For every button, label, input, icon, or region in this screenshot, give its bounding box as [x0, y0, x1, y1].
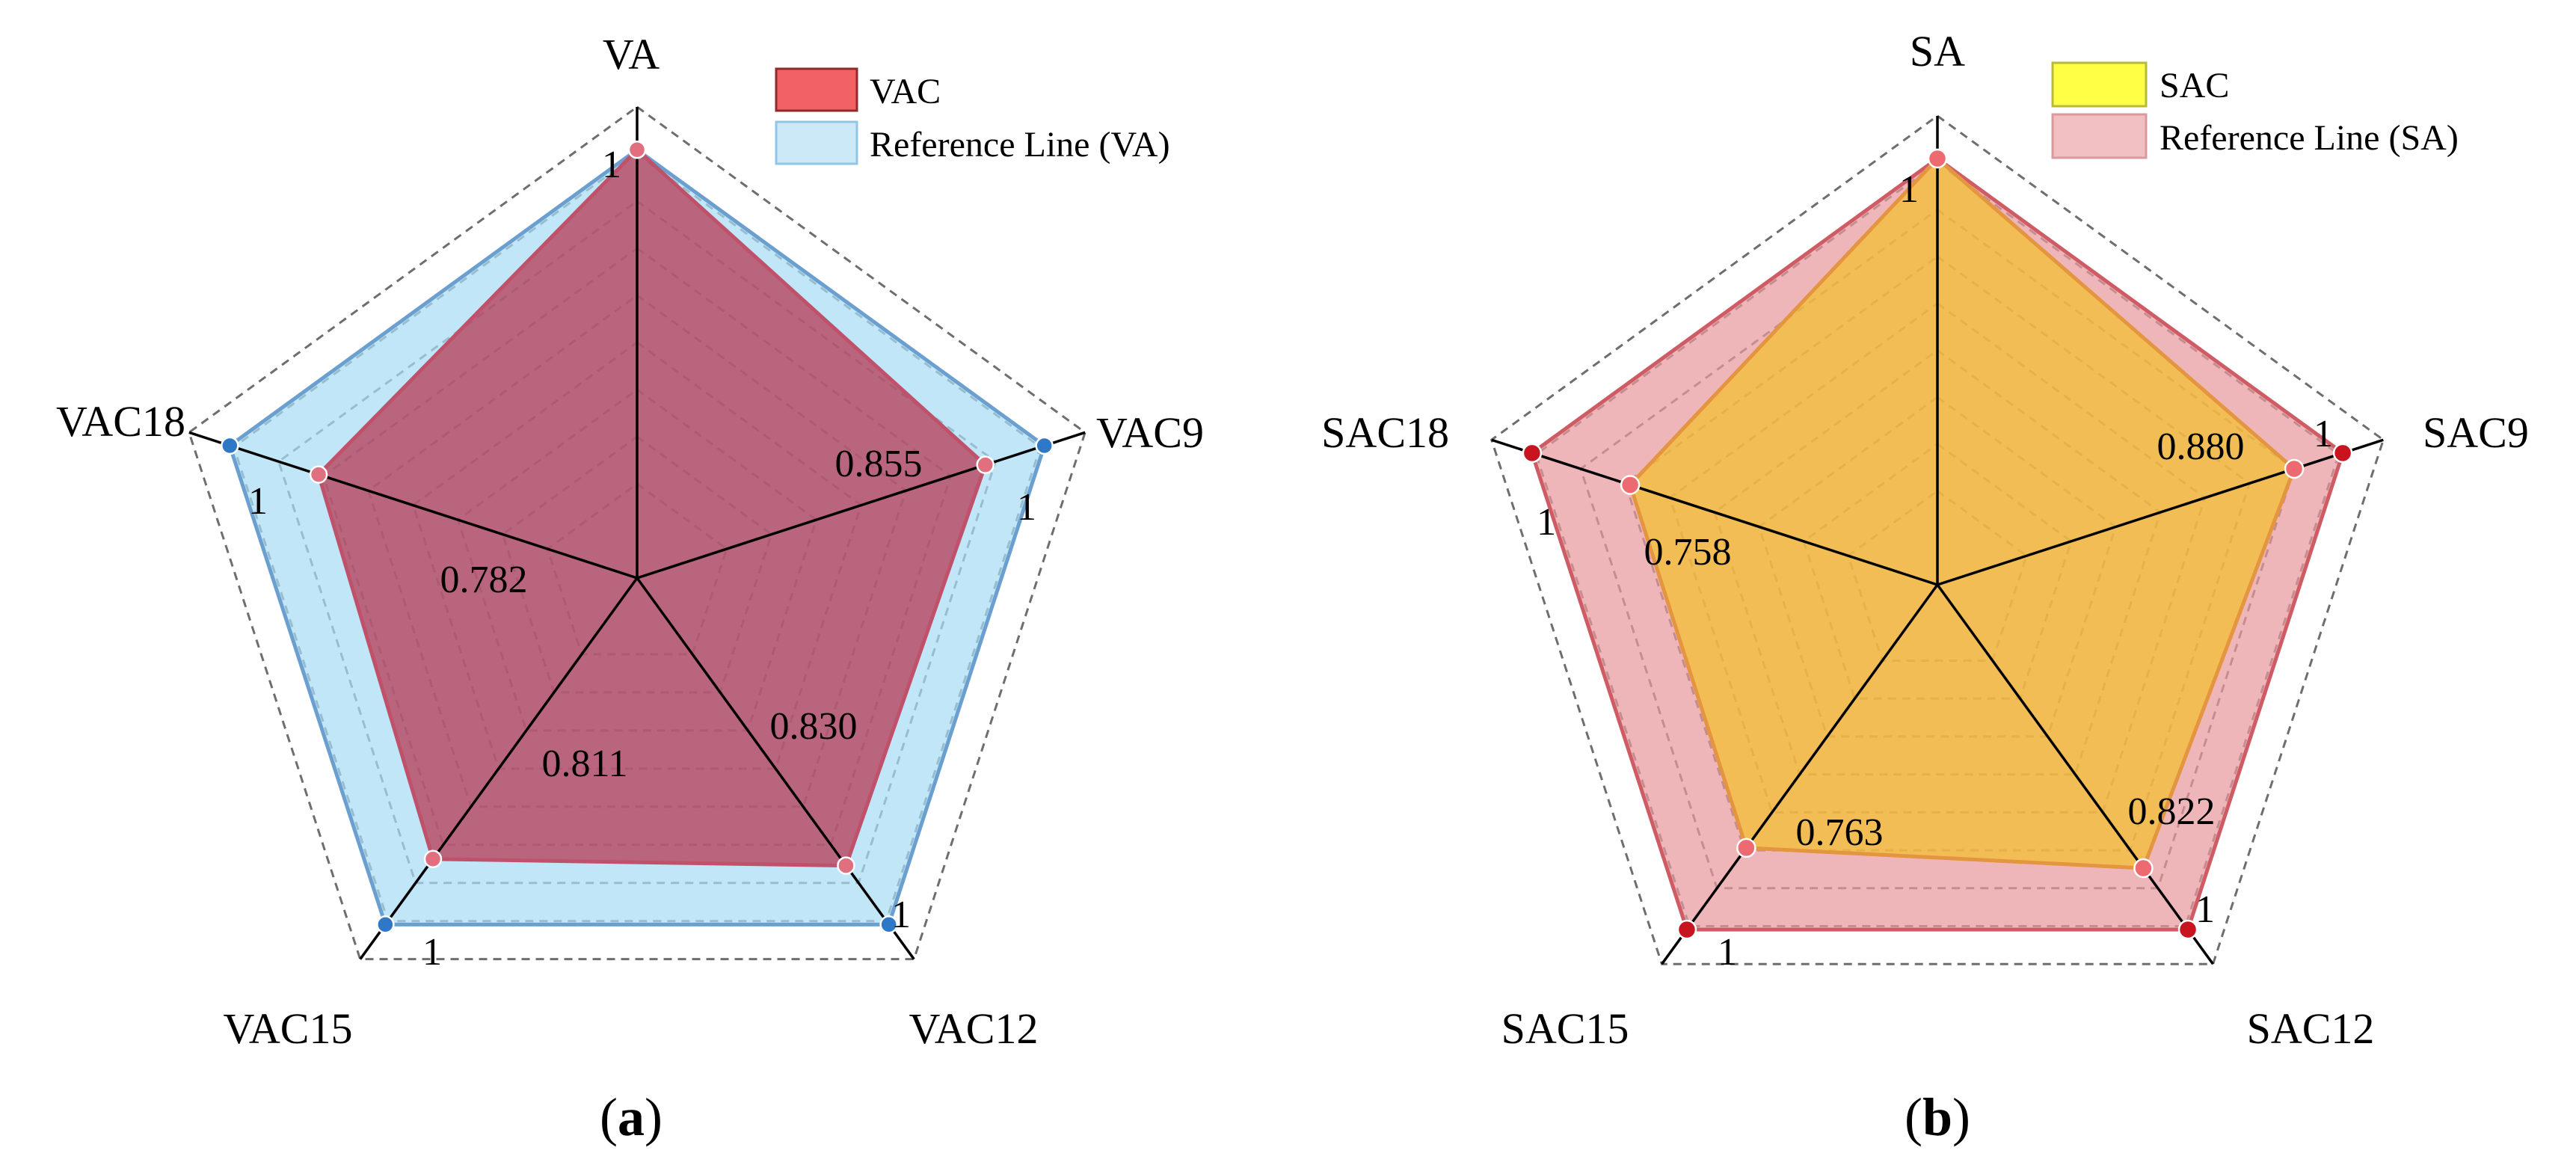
- data-value-label: 0.855: [835, 443, 923, 485]
- series-area: [316, 147, 988, 868]
- grid-ring: [1490, 114, 2385, 965]
- radar-spokes-b: [1491, 116, 2384, 965]
- data-value-label: 0.811: [541, 743, 627, 785]
- data-point: [2133, 858, 2154, 879]
- axis-spoke: [1936, 583, 2214, 965]
- axis-label: VAC15: [224, 1004, 353, 1053]
- legend-label: SAC: [2160, 66, 2229, 105]
- radar-series-b: [1529, 156, 2346, 932]
- reference-value-label: 1: [602, 144, 621, 186]
- data-value-label: 0.830: [770, 705, 858, 748]
- data-point: [376, 915, 395, 934]
- reference-value-label: 1: [2195, 888, 2215, 931]
- grid-ring: [188, 105, 1086, 961]
- data-point: [976, 455, 995, 474]
- axis-label: SAC9: [2423, 408, 2529, 457]
- radar-labels-b: SA SAC9 SAC12 SAC15 SAC18 1 1 1 1 1 0.88…: [1321, 27, 2529, 1053]
- legend-label: Reference Line (VA): [870, 125, 1170, 165]
- reference-value-label: 1: [1899, 168, 1919, 211]
- reference-value-label: 1: [1537, 501, 1556, 544]
- data-point: [2284, 458, 2305, 479]
- axis-spoke: [636, 431, 1086, 580]
- data-value-label: 0.758: [1644, 531, 1732, 574]
- panel-label-b: (b): [1905, 1087, 1970, 1147]
- data-point: [423, 849, 443, 869]
- axis-spoke: [359, 577, 639, 960]
- axis-spoke: [1491, 438, 1938, 586]
- data-point: [879, 915, 898, 934]
- axis-label: VAC9: [1096, 408, 1204, 457]
- axis-spoke: [1937, 438, 2384, 586]
- axis-spoke: [636, 577, 915, 960]
- series-area: [1628, 156, 2297, 870]
- axis-label: SAC18: [1321, 408, 1449, 457]
- axis-spoke: [1661, 583, 1939, 965]
- reference-value-label: 1: [2314, 413, 2333, 455]
- axis-label: VAC18: [56, 397, 185, 446]
- radar-chart-b: SA SAC9 SAC12 SAC15 SAC18 1 1 1 1 1 0.88…: [1321, 27, 2529, 1147]
- reference-value-label: 1: [422, 931, 442, 974]
- data-point: [221, 436, 239, 455]
- data-point: [627, 141, 647, 159]
- data-value-label: 0.822: [2128, 790, 2216, 833]
- data-value-label: 0.880: [2157, 425, 2245, 468]
- legend-swatch-reference-sa: [2051, 113, 2148, 159]
- radar-chart-a: VA VAC9 VAC12 VAC15 VAC18 1 1 1 1 1 0.85…: [56, 30, 1204, 1147]
- legend-a: VAC Reference Line (VA): [775, 67, 1170, 165]
- data-point: [1927, 148, 1948, 169]
- data-point: [1522, 443, 1543, 464]
- legend-label: VAC: [870, 72, 941, 111]
- reference-value-label: 1: [1718, 931, 1737, 974]
- axis-label: SAC12: [2247, 1004, 2375, 1053]
- axis-spoke: [188, 431, 638, 580]
- axis-label: SA: [1910, 27, 1965, 76]
- axis-label: SAC15: [1501, 1004, 1629, 1053]
- data-point: [2177, 919, 2198, 940]
- legend-label: Reference Line (SA): [2160, 118, 2459, 158]
- panel-letter: b: [1922, 1087, 1952, 1147]
- data-point: [837, 856, 855, 875]
- radar-labels-a: VA VAC9 VAC12 VAC15 VAC18 1 1 1 1 1 0.85…: [56, 30, 1204, 1053]
- data-value-label: 0.782: [440, 559, 528, 601]
- radar-markers-a: [221, 141, 1054, 934]
- legend-swatch-reference-va: [775, 120, 858, 165]
- radar-markers-b: [1522, 148, 2353, 940]
- axis-label: VAC12: [909, 1004, 1039, 1053]
- data-point: [309, 465, 328, 484]
- data-point: [1676, 919, 1697, 940]
- data-point: [1620, 475, 1641, 495]
- reference-value-label: 1: [248, 480, 268, 523]
- reference-value-label: 1: [891, 894, 911, 936]
- legend-swatch-vac: [775, 67, 858, 112]
- radar-spokes-a: [188, 107, 1086, 960]
- axis-label: VA: [603, 30, 660, 79]
- data-point: [2332, 443, 2353, 464]
- data-value-label: 0.763: [1796, 811, 1884, 854]
- reference-value-label: 1: [1017, 486, 1036, 529]
- panel-label-a: (a): [600, 1087, 663, 1147]
- legend-swatch-sac: [2051, 61, 2148, 108]
- data-point: [1035, 436, 1054, 455]
- panel-letter: a: [618, 1087, 645, 1147]
- legend-b: SAC Reference Line (SA): [2051, 61, 2459, 159]
- data-point: [1736, 838, 1756, 858]
